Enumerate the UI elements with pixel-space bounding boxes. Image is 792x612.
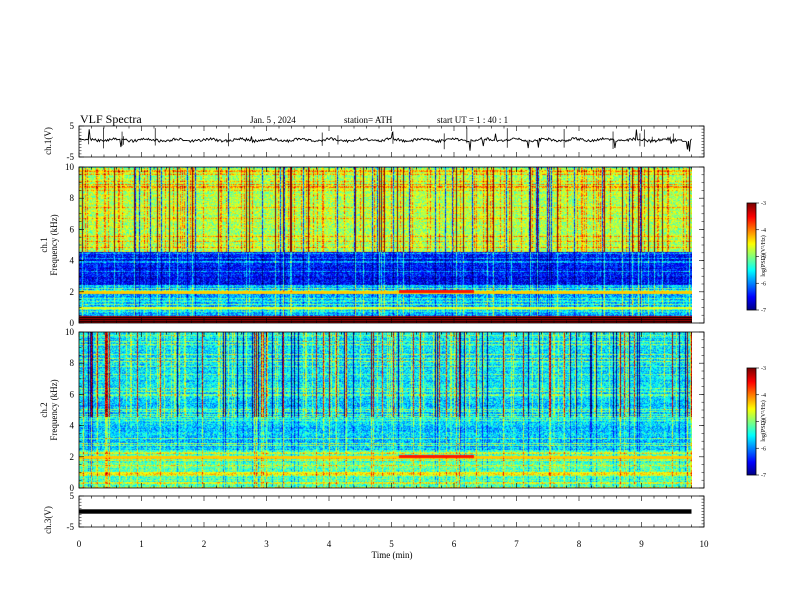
- ch3-waveform-y-tick-label: -5: [67, 522, 75, 532]
- ch2-spectrogram-image: [79, 332, 692, 488]
- time-axis-tick-label: 1: [139, 539, 144, 549]
- colorbar-ch2: -3 -4 -5 -6 -7: [746, 366, 766, 479]
- ch1-spectrogram-panel: 0 2 4 6 8 10: [65, 162, 705, 328]
- ch2-spectrogram-y-tick-label: 2: [70, 452, 75, 462]
- time-axis-tick-label: 4: [327, 539, 332, 549]
- ch3-waveform-panel: 5 -5: [67, 491, 705, 532]
- ch2-frequency-axis-label: ch.2Frequency (kHz): [39, 379, 59, 440]
- ch3-waveform-line: [79, 509, 692, 514]
- colorbar-ch1-gradient: [747, 203, 756, 310]
- ch1-spectrogram-y-tick-label: 0: [70, 318, 75, 328]
- start-ut-label: start UT = 1 : 40 : 1: [437, 115, 508, 125]
- time-axis: 0 1 2 3 4 5 6 7 8 9 10: [77, 539, 709, 549]
- time-axis-tick-label: 9: [639, 539, 644, 549]
- ch1-waveform-y-tick-label: -5: [67, 152, 75, 162]
- ch3-waveform-y-tick-label: 5: [70, 491, 75, 501]
- ch1-voltage-axis-label: ch.1(V): [43, 127, 53, 155]
- ch1-waveform-y-tick-label: 5: [70, 121, 75, 131]
- time-axis-tick-label: 8: [577, 539, 582, 549]
- time-axis-tick-label: 5: [389, 539, 394, 549]
- ch2-spectrogram-panel: 0 2 4 6 8 10: [65, 327, 705, 493]
- ch1-waveform-line: [78, 129, 692, 152]
- ch2-spectrogram-y-tick-label: 0: [70, 483, 75, 493]
- colorbar-ch2-label: log(PSD)(V²/Hz): [760, 400, 767, 441]
- colorbar-ch2-tick-label: -4: [761, 393, 766, 399]
- colorbar-ch2-tick-label: -3: [761, 366, 766, 372]
- time-axis-tick-label: 7: [514, 539, 519, 549]
- date-label: Jan. 5 , 2024: [250, 115, 296, 125]
- time-axis-tick-label: 0: [77, 539, 82, 549]
- ch1-spectrogram-y-tick-label: 2: [70, 287, 75, 297]
- ch2-spectrogram-y-tick-label: 8: [70, 358, 75, 368]
- colorbar-ch2-gradient: [747, 368, 756, 475]
- figure-title: VLF Spectra: [80, 112, 142, 126]
- time-axis-tick-label: 6: [452, 539, 457, 549]
- ch1-frequency-axis-label: ch.1Frequency (kHz): [39, 214, 59, 275]
- time-axis-tick-label: 2: [202, 539, 207, 549]
- colorbar-ch2-tick-label: -7: [761, 473, 766, 479]
- ch1-spectrogram-image: [79, 167, 692, 323]
- colorbar-ch1-tick-label: -5: [761, 255, 766, 261]
- ch1-spectrogram-y-tick-label: 8: [70, 193, 75, 203]
- ch2-spectrogram-y-tick-label: 4: [70, 421, 75, 431]
- colorbar-ch2-tick-label: -5: [761, 420, 766, 426]
- colorbar-ch1: -3 -4 -5 -6 -7: [746, 201, 766, 314]
- ch1-waveform-panel: 5 -5: [67, 121, 705, 162]
- ch1-spectrogram-y-tick-label: 10: [65, 162, 75, 172]
- time-axis-label: Time (min): [372, 550, 413, 560]
- time-axis-tick-label: 3: [264, 539, 269, 549]
- ch2-spectrogram-y-tick-label: 10: [65, 327, 75, 337]
- ch2-spectrogram-y-tick-label: 6: [70, 389, 75, 399]
- ch3-voltage-axis-label: ch.3(V): [43, 506, 53, 534]
- station-label: station= ATH: [344, 115, 393, 125]
- colorbar-ch1-tick-label: -3: [761, 201, 766, 207]
- colorbar-ch1-tick-label: -6: [761, 281, 766, 287]
- colorbar-ch2-tick-label: -6: [761, 446, 766, 452]
- ch1-spectrogram-y-tick-label: 4: [70, 256, 75, 266]
- colorbar-ch1-tick-label: -7: [761, 308, 766, 314]
- colorbar-ch1-tick-label: -4: [761, 228, 766, 234]
- ch1-spectrogram-y-tick-label: 6: [70, 224, 75, 234]
- time-axis-tick-label: 10: [700, 539, 710, 549]
- colorbar-ch1-label: log(PSD)(V²/Hz): [760, 235, 767, 276]
